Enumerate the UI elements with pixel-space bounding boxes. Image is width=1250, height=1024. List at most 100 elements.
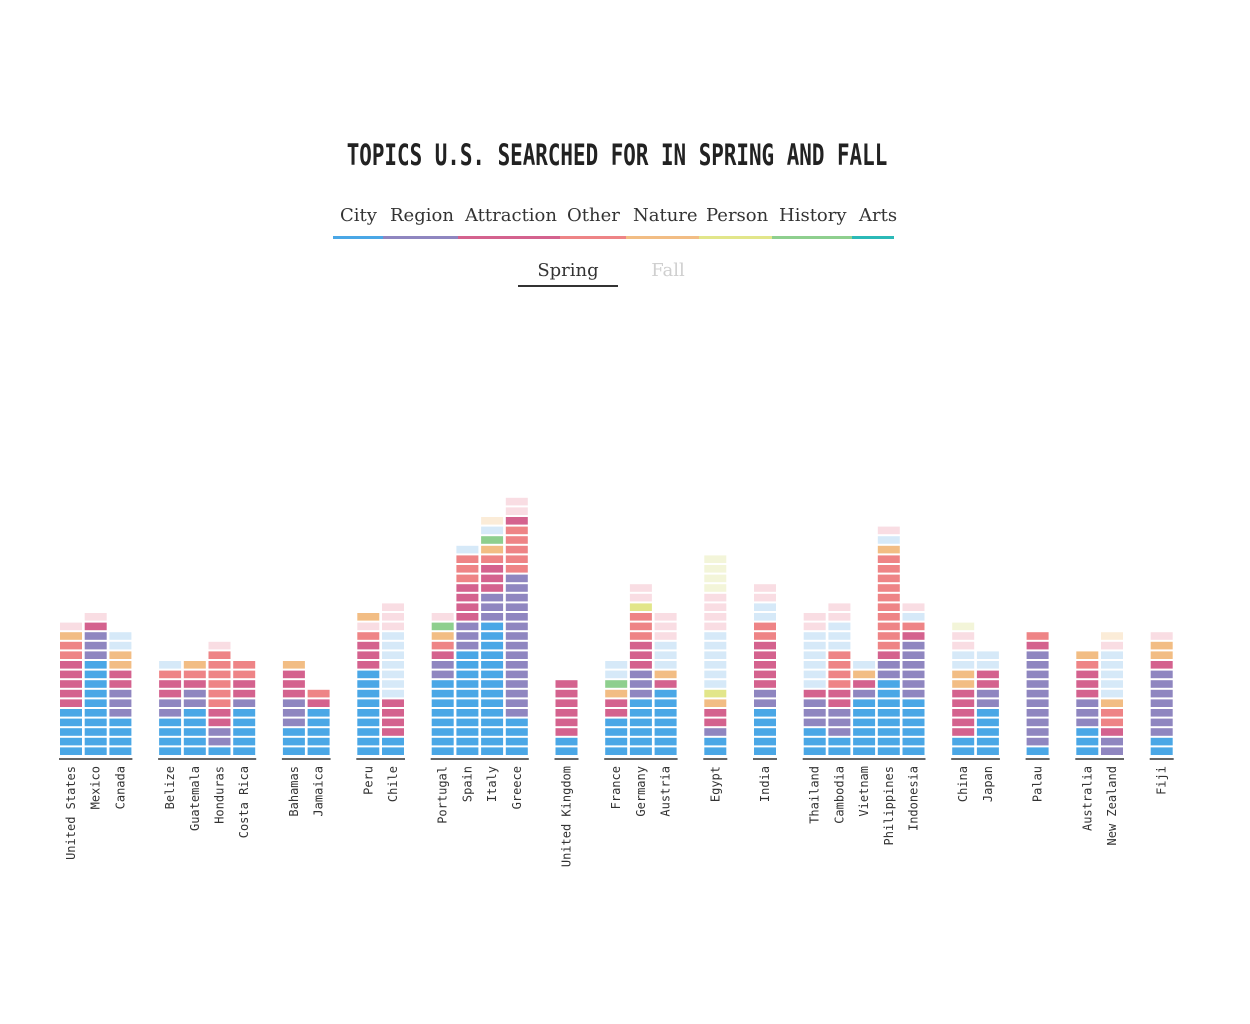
bar-segment-city[interactable]: [629, 709, 652, 717]
bar-segment-city[interactable]: [84, 689, 107, 698]
bar-segment-nature[interactable]: [109, 651, 132, 659]
bar-segment-region[interactable]: [505, 641, 528, 650]
bar-segment-city[interactable]: [629, 728, 652, 736]
bar-segment-city-light[interactable]: [976, 651, 999, 659]
bar-segment-city[interactable]: [282, 728, 305, 736]
bar-segment-region[interactable]: [159, 709, 182, 717]
bar-segment-nature[interactable]: [952, 680, 975, 688]
bar-segment-region[interactable]: [282, 709, 305, 717]
bar-segment-city[interactable]: [183, 709, 206, 717]
bar-segment-city-light[interactable]: [382, 689, 404, 698]
bar-segment-city[interactable]: [902, 709, 925, 717]
bar-segment-other-light[interactable]: [629, 593, 652, 602]
bar-segment-city[interactable]: [431, 718, 454, 727]
bar-segment-city[interactable]: [357, 718, 380, 727]
bar-segment-region[interactable]: [803, 709, 826, 717]
bar-segment-region[interactable]: [505, 670, 528, 679]
bar-segment-region[interactable]: [109, 699, 132, 707]
bar-segment-city-light[interactable]: [382, 680, 404, 688]
bar-segment-other-light[interactable]: [704, 622, 727, 631]
bar-segment-city[interactable]: [456, 699, 479, 707]
bar-segment-other-light[interactable]: [505, 507, 528, 515]
bar-segment-city[interactable]: [853, 728, 876, 736]
bar-segment-attraction[interactable]: [555, 689, 578, 698]
bar-segment-region[interactable]: [853, 689, 876, 698]
bar-segment-region[interactable]: [1150, 670, 1173, 679]
bar-segment-region[interactable]: [282, 718, 305, 727]
bar-segment-city-light[interactable]: [976, 661, 999, 669]
bar-segment-region[interactable]: [183, 699, 206, 707]
bar-segment-city[interactable]: [84, 661, 107, 669]
bar-segment-region[interactable]: [1150, 718, 1173, 727]
bar-segment-attraction[interactable]: [877, 651, 900, 659]
bar-segment-city[interactable]: [877, 728, 900, 736]
bar-segment-other[interactable]: [877, 603, 900, 611]
bar-segment-region[interactable]: [456, 622, 479, 631]
bar-segment-city[interactable]: [976, 737, 999, 746]
bar-segment-city[interactable]: [853, 709, 876, 717]
bar-segment-region[interactable]: [902, 641, 925, 650]
bar-segment-attraction[interactable]: [60, 699, 82, 707]
bar-segment-other[interactable]: [877, 555, 900, 563]
bar-segment-other[interactable]: [183, 670, 206, 679]
bar-segment-region[interactable]: [505, 632, 528, 640]
bar-segment-person[interactable]: [629, 603, 652, 611]
bar-segment-region[interactable]: [1150, 728, 1173, 736]
bar-segment-attraction[interactable]: [952, 689, 975, 698]
bar-segment-person-light[interactable]: [704, 584, 727, 592]
bar-segment-city[interactable]: [877, 718, 900, 727]
bar-segment-region[interactable]: [1026, 680, 1049, 688]
legend-item-person[interactable]: Person: [706, 205, 769, 226]
bar-segment-city[interactable]: [481, 709, 504, 717]
bar-segment-region[interactable]: [84, 651, 107, 659]
bar-segment-other-light[interactable]: [1150, 632, 1173, 640]
bar-segment-city-light[interactable]: [704, 641, 727, 650]
bar-segment-city[interactable]: [853, 718, 876, 727]
bar-segment-city[interactable]: [84, 737, 107, 746]
bar-segment-city[interactable]: [357, 680, 380, 688]
bar-segment-other[interactable]: [481, 555, 504, 563]
bar-segment-city-light[interactable]: [1101, 661, 1123, 669]
bar-segment-city[interactable]: [481, 670, 504, 679]
bar-segment-city[interactable]: [456, 737, 479, 746]
bar-segment-region[interactable]: [1076, 718, 1099, 727]
bar-segment-attraction[interactable]: [382, 709, 404, 717]
bar-segment-other[interactable]: [828, 670, 851, 679]
bar-segment-city-light[interactable]: [382, 632, 404, 640]
bar-segment-nature[interactable]: [1076, 651, 1099, 659]
bar-segment-city-light[interactable]: [902, 613, 925, 621]
bar-segment-region[interactable]: [183, 689, 206, 698]
bar-segment-city[interactable]: [754, 709, 776, 717]
bar-segment-attraction[interactable]: [555, 699, 578, 707]
bar-segment-other[interactable]: [877, 641, 900, 650]
bar-segment-city[interactable]: [605, 718, 628, 727]
bar-segment-other[interactable]: [1101, 718, 1123, 727]
bar-segment-city[interactable]: [853, 747, 876, 755]
bar-segment-other[interactable]: [357, 632, 380, 640]
bar-segment-city[interactable]: [481, 689, 504, 698]
bar-segment-other-light[interactable]: [828, 603, 851, 611]
bar-segment-attraction[interactable]: [828, 689, 851, 698]
bar-segment-city[interactable]: [654, 737, 677, 746]
bar-segment-other[interactable]: [456, 565, 479, 573]
bar-segment-region[interactable]: [1026, 661, 1049, 669]
bar-segment-city[interactable]: [505, 747, 528, 755]
bar-segment-city-light[interactable]: [704, 661, 727, 669]
bar-segment-city[interactable]: [902, 728, 925, 736]
bar-segment-city[interactable]: [828, 737, 851, 746]
bar-segment-other-light[interactable]: [704, 603, 727, 611]
bar-segment-city-light[interactable]: [456, 545, 479, 554]
bar-segment-city[interactable]: [84, 718, 107, 727]
bar-segment-attraction[interactable]: [382, 699, 404, 707]
bar-segment-attraction[interactable]: [1026, 641, 1049, 650]
bar-segment-attraction[interactable]: [555, 709, 578, 717]
bar-segment-nature[interactable]: [853, 670, 876, 679]
bar-segment-attraction[interactable]: [382, 728, 404, 736]
bar-segment-city[interactable]: [629, 747, 652, 755]
bar-segment-region[interactable]: [1150, 680, 1173, 688]
bar-segment-region[interactable]: [84, 641, 107, 650]
bar-segment-city[interactable]: [902, 699, 925, 707]
bar-segment-city[interactable]: [505, 718, 528, 727]
bar-segment-other[interactable]: [1026, 632, 1049, 640]
bar-segment-city[interactable]: [902, 747, 925, 755]
